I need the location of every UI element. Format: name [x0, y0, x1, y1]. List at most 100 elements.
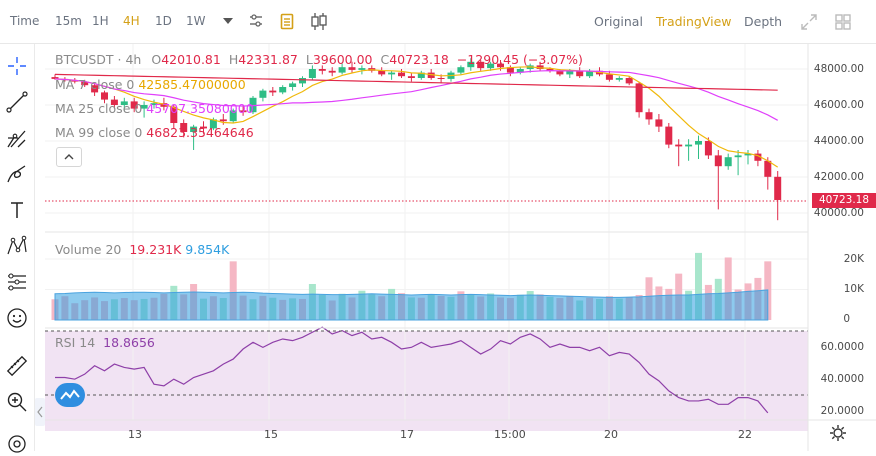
notes-icon[interactable] — [280, 13, 294, 30]
candle-body — [566, 70, 574, 75]
candle — [665, 123, 673, 149]
high-value: 42331.87 — [238, 52, 298, 67]
candle — [704, 137, 712, 159]
time-tick: 22 — [738, 428, 752, 441]
settings-sliders-icon[interactable] — [248, 13, 264, 29]
interval-1h[interactable]: 1H — [92, 14, 109, 28]
rsi-band — [45, 331, 808, 431]
candle — [516, 67, 524, 75]
candle-body — [497, 63, 504, 68]
ma7-legend: MA 7 close 0 42585.47000000 — [55, 77, 246, 92]
candle — [140, 101, 148, 118]
candle-body — [388, 72, 396, 75]
candle — [576, 67, 584, 78]
candle — [774, 171, 782, 221]
candle-body — [229, 110, 237, 122]
price-tick: 40000.00 — [813, 207, 864, 219]
candle-body — [219, 119, 227, 122]
candle-body — [110, 99, 118, 105]
candle — [417, 70, 425, 80]
candle-body — [586, 70, 594, 77]
interval-1w[interactable]: 1W — [186, 14, 206, 28]
candle-body — [774, 176, 782, 200]
ma99-line — [54, 73, 778, 91]
candle-body — [348, 67, 356, 70]
candle — [407, 72, 415, 82]
magnet-icon[interactable] — [5, 432, 29, 456]
candle-body — [556, 70, 564, 75]
current-price-tag: 40723.18 — [812, 193, 876, 208]
prediction-icon[interactable] — [5, 270, 29, 294]
candle-body — [269, 90, 277, 93]
view-depth[interactable]: Depth — [744, 14, 783, 29]
candle — [655, 114, 663, 132]
logo-badge — [55, 383, 85, 407]
chart-settings-icon[interactable] — [829, 424, 847, 442]
candle-body — [81, 81, 89, 86]
interval-15m[interactable]: 15m — [55, 14, 82, 28]
candle-body — [546, 69, 554, 71]
emoji-icon[interactable] — [5, 306, 29, 330]
chart-area[interactable] — [45, 44, 876, 451]
close-value: 40723.18 — [389, 52, 449, 67]
candle — [457, 65, 465, 75]
candle — [605, 70, 613, 82]
collapse-sidebar-icon[interactable] — [35, 398, 45, 426]
drawing-toolbar — [0, 44, 35, 453]
zoom-in-icon[interactable] — [5, 390, 29, 414]
candle-body — [407, 76, 415, 78]
candle-body — [576, 70, 584, 77]
candle-body — [239, 110, 247, 113]
candle — [467, 58, 475, 71]
ma25-line — [54, 70, 778, 121]
chart-toolbar: Time 15m 1H 4H 1D 1W Original TradingVie… — [0, 0, 876, 44]
pitchfork-icon[interactable] — [5, 126, 29, 150]
fullscreen-icon[interactable] — [800, 13, 818, 31]
tradingview-logo-icon — [60, 389, 80, 400]
low-value: 39600.00 — [312, 52, 373, 67]
candle-body — [605, 74, 613, 80]
brush-icon[interactable] — [5, 162, 29, 186]
candle-body — [398, 72, 405, 77]
ma99-label: MA 99 close 0 — [55, 125, 143, 140]
candle — [130, 97, 138, 113]
rsi-tick: 40.0000 — [820, 373, 864, 385]
volume-ma — [54, 289, 769, 321]
ma7-line — [54, 66, 779, 168]
candle-body — [299, 78, 306, 84]
interval-dropdown-icon[interactable] — [223, 17, 233, 25]
candle — [110, 96, 118, 109]
candle — [744, 150, 752, 165]
candle-body — [120, 101, 128, 105]
interval-4h[interactable]: 4H — [123, 14, 140, 28]
candle — [91, 83, 99, 96]
interval-1d[interactable]: 1D — [155, 14, 172, 28]
candle — [229, 108, 237, 123]
volume-tick: 20K — [843, 253, 864, 265]
pattern-icon[interactable] — [5, 234, 29, 258]
candle-body — [417, 72, 425, 78]
crosshair-icon[interactable] — [5, 54, 29, 78]
candle — [645, 108, 653, 125]
candle-body — [427, 72, 435, 78]
candle — [200, 121, 207, 134]
candle-body — [655, 119, 663, 127]
trend-line-icon[interactable] — [5, 90, 29, 114]
volume-bar — [229, 261, 237, 320]
time-label[interactable]: Time — [10, 14, 40, 28]
candle-body — [714, 155, 722, 167]
layout-grid-icon[interactable] — [834, 13, 852, 31]
view-tradingview[interactable]: TradingView — [656, 14, 732, 29]
candle-body — [635, 83, 643, 113]
text-tool-icon[interactable] — [5, 198, 29, 222]
low-label: L — [305, 52, 313, 67]
price-tick: 42000.00 — [813, 171, 864, 183]
candle-type-icon[interactable] — [310, 12, 328, 31]
candle-body — [437, 78, 445, 79]
ruler-icon[interactable] — [5, 354, 29, 378]
rsi-legend: RSI 14 18.8656 — [55, 335, 155, 350]
collapse-legend-button[interactable] — [56, 147, 82, 167]
view-original[interactable]: Original — [594, 14, 643, 29]
candle — [378, 67, 386, 77]
candle — [259, 88, 267, 102]
